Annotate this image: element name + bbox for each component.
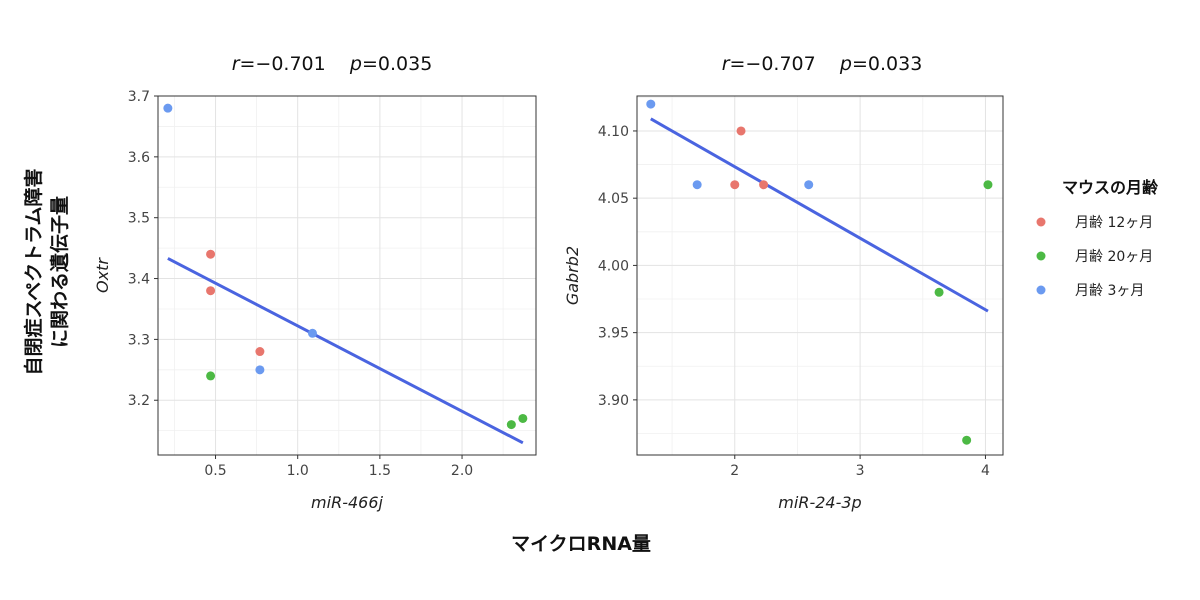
stat-r-label: r (722, 53, 731, 75)
y-tick-label: 4.05 (598, 191, 629, 207)
y-tick-label: 3.90 (598, 393, 629, 409)
data-point (983, 180, 993, 190)
legend-marker-12-months (1036, 217, 1046, 227)
data-point (804, 180, 814, 190)
panel-border (636, 95, 1004, 456)
y-tick-label: 4.00 (598, 258, 629, 274)
legend-label-3-months: 月齢 3ヶ月 (1075, 283, 1144, 299)
legend-label-12-months: 月齢 12ヶ月 (1075, 215, 1153, 231)
series-points (934, 180, 993, 445)
regression-line (167, 257, 524, 445)
plot-area (158, 96, 536, 455)
outer-y-label-line-1: 自閉症スペクトラム障害 (22, 168, 45, 375)
legend-label-20-months: 月齢 20ヶ月 (1075, 249, 1153, 265)
series-points (646, 99, 814, 190)
series-points (206, 371, 528, 430)
stat-p-label: p (349, 53, 362, 75)
data-point (163, 103, 173, 113)
series-points (163, 103, 317, 375)
x-tick-label: 2.0 (451, 463, 473, 479)
legend-marker-3-months (1036, 285, 1046, 295)
legend-entry-3-months: 月齢 3ヶ月 (1036, 283, 1144, 299)
y-tick-label: 3.95 (598, 326, 629, 342)
data-point (934, 287, 944, 297)
series-points (730, 126, 769, 190)
data-point (206, 249, 216, 259)
stat-p-label: p (839, 53, 852, 75)
scatter-panel-gabrb2: 2 3 43.903.954.004.054.10miR-24-3pGabrb2r=… (563, 53, 1004, 512)
x-tick-label: 4 (981, 463, 990, 479)
outer-y-label-line-2: に関わる遺伝子量 (48, 196, 71, 348)
x-tick-label: 0.5 (204, 463, 226, 479)
data-point (255, 365, 265, 375)
stat-r-value: =−0.707 (730, 53, 840, 75)
data-point (307, 328, 317, 338)
data-point (206, 371, 216, 381)
data-point (518, 413, 528, 423)
correlation-stats: r=−0.701 p=0.035 (232, 53, 433, 75)
series-points (206, 249, 265, 357)
x-tick-label: 1.5 (369, 463, 391, 479)
data-point (730, 180, 740, 190)
x-axis-title: miR-466j (311, 493, 383, 512)
stat-r-label: r (232, 53, 241, 75)
scatter-panel-oxtr: 0.5 1.0 1.5 2.0 3.2 3.3 3.4 3.5 3.6 3.7 miR-466j Ox… (93, 53, 537, 512)
outer-x-label: マイクロRNA量 (511, 533, 651, 555)
x-axis-title: miR-24-3p (778, 493, 861, 512)
regression-line (650, 117, 989, 313)
y-tick-label: 3.5 (128, 211, 150, 227)
data-point (206, 286, 216, 296)
data-point (255, 347, 265, 357)
correlation-stats: r=−0.707 p=0.033 (722, 53, 923, 75)
y-tick-label: 3.2 (128, 393, 150, 409)
plot-area (637, 96, 1003, 455)
legend-marker-20-months (1036, 251, 1046, 261)
data-point (646, 99, 656, 109)
stat-p-value: =0.033 (852, 53, 922, 75)
data-point (506, 420, 516, 430)
y-tick-label: 3.7 (128, 89, 150, 105)
data-point (692, 180, 702, 190)
legend-entry-20-months: 月齢 20ヶ月 (1036, 249, 1153, 265)
data-point (759, 180, 769, 190)
stat-r-value: =−0.701 (240, 53, 350, 75)
legend: マウスの月齢 月齢 12ヶ月 月齢 20ヶ月 月齢 3ヶ月 (1036, 178, 1159, 299)
y-tick-label: 3.6 (128, 150, 150, 166)
y-tick-label: 3.4 (128, 272, 150, 288)
legend-entry-12-months: 月齢 12ヶ月 (1036, 215, 1153, 231)
legend-title: マウスの月齢 (1062, 178, 1159, 197)
gridlines (158, 95, 536, 455)
stat-p-value: =0.035 (362, 53, 432, 75)
x-tick-label: 1.0 (287, 463, 309, 479)
y-tick-label: 3.3 (128, 332, 150, 348)
data-point (962, 435, 972, 445)
panel-border (157, 95, 537, 456)
x-tick-label: 3 (856, 463, 865, 479)
gridlines (637, 96, 1003, 455)
data-point (736, 126, 746, 136)
y-tick-label: 4.10 (598, 124, 629, 140)
y-axis-title: Oxtr (93, 257, 112, 293)
x-tick-label: 2 (730, 463, 739, 479)
y-axis-title: Gabrb2 (563, 246, 582, 305)
